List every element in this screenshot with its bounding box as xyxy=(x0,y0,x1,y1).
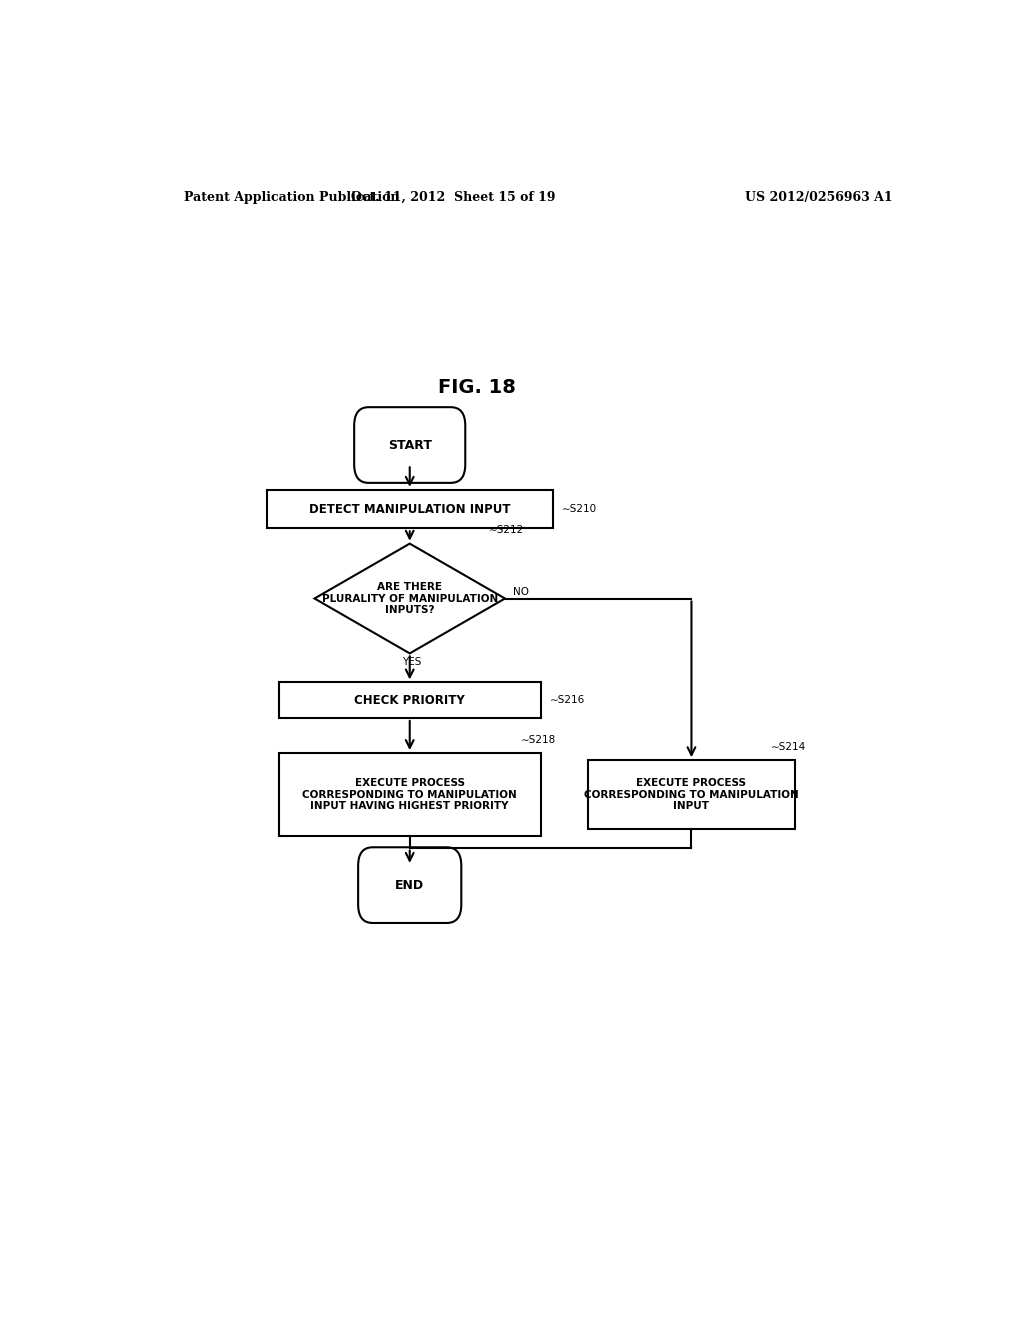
Bar xyxy=(267,490,553,528)
Text: ∼S210: ∼S210 xyxy=(562,504,597,513)
Text: EXECUTE PROCESS
CORRESPONDING TO MANIPULATION
INPUT HAVING HIGHEST PRIORITY: EXECUTE PROCESS CORRESPONDING TO MANIPUL… xyxy=(302,777,517,812)
Text: YES: YES xyxy=(401,657,421,668)
Text: START: START xyxy=(388,438,432,451)
Bar xyxy=(279,752,541,837)
Text: EXECUTE PROCESS
CORRESPONDING TO MANIPULATION
INPUT: EXECUTE PROCESS CORRESPONDING TO MANIPUL… xyxy=(584,777,799,812)
Text: END: END xyxy=(395,879,424,891)
Text: ∼S218: ∼S218 xyxy=(521,735,556,744)
Text: CHECK PRIORITY: CHECK PRIORITY xyxy=(354,693,465,706)
Text: US 2012/0256963 A1: US 2012/0256963 A1 xyxy=(744,190,892,203)
Text: NO: NO xyxy=(513,587,528,598)
Text: FIG. 18: FIG. 18 xyxy=(438,378,516,396)
Text: DETECT MANIPULATION INPUT: DETECT MANIPULATION INPUT xyxy=(309,503,511,516)
Text: ∼S214: ∼S214 xyxy=(771,742,806,752)
Bar xyxy=(279,682,541,718)
FancyBboxPatch shape xyxy=(354,407,465,483)
FancyBboxPatch shape xyxy=(358,847,461,923)
Bar xyxy=(588,760,795,829)
Polygon shape xyxy=(314,544,505,653)
Text: ∼S212: ∼S212 xyxy=(489,525,524,536)
Text: Oct. 11, 2012  Sheet 15 of 19: Oct. 11, 2012 Sheet 15 of 19 xyxy=(351,190,556,203)
Text: ARE THERE
PLURALITY OF MANIPULATION
INPUTS?: ARE THERE PLURALITY OF MANIPULATION INPU… xyxy=(322,582,498,615)
Text: ∼S216: ∼S216 xyxy=(550,696,586,705)
Text: Patent Application Publication: Patent Application Publication xyxy=(183,190,399,203)
